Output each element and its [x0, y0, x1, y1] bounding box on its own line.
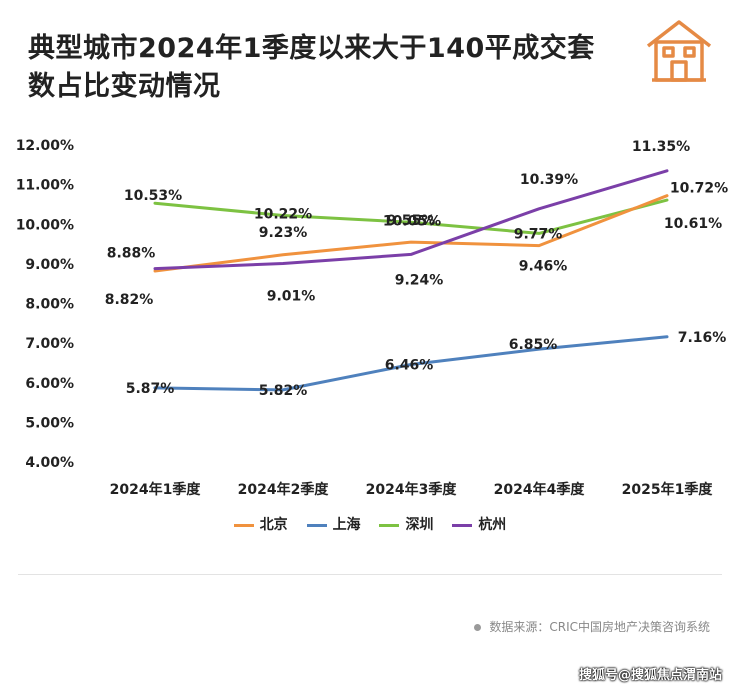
chart-title: 典型城市2024年1季度以来大于140平成交套数占比变动情况 [28, 33, 595, 102]
series-line-beijing [153, 194, 669, 273]
data-label-shenzhen: 10.22% [254, 207, 312, 223]
x-tick-label: 2024年3季度 [366, 481, 458, 498]
data-label-hangzhou: 10.39% [520, 172, 578, 188]
y-tick-label: 8.00% [25, 297, 74, 313]
y-tick-label: 5.00% [25, 415, 74, 431]
legend-label-shenzhen: 深圳 [405, 517, 434, 533]
house-icon [646, 20, 712, 82]
data-label-shenzhen: 10.53% [124, 188, 182, 204]
legend-swatch-shenzhen [379, 523, 400, 527]
legend-swatch-shanghai [306, 523, 327, 527]
data-label-shanghai: 5.82% [259, 383, 308, 399]
y-tick-label: 7.00% [25, 336, 74, 352]
series-line-hangzhou [153, 169, 669, 271]
data-label-shanghai: 5.87% [126, 381, 175, 397]
legend-item-shenzhen: 深圳 [379, 514, 433, 534]
legend-label-shanghai: 上海 [332, 517, 361, 533]
series-line-shenzhen [153, 198, 669, 235]
source-text: 数据来源：CRIC中国房地产决策咨询系统 [489, 620, 710, 634]
data-label-hangzhou: 9.01% [267, 288, 316, 304]
divider [18, 574, 722, 575]
data-label-beijing: 8.82% [105, 292, 154, 308]
line-chart: 4.00% 5.00% 6.00% 7.00% 8.00% 9.00% 10.00% 11.0… [16, 138, 728, 498]
x-tick-label: 2025年1季度 [622, 481, 714, 498]
legend-item-shanghai: 上海 [306, 514, 361, 534]
legend: 北京 上海 深圳 杭州 [0, 514, 740, 534]
y-tick-label: 6.00% [25, 376, 74, 392]
y-tick-label: 11.00% [16, 178, 74, 194]
source-note: 数据来源：CRIC中国房地产决策咨询系统 [474, 618, 710, 635]
legend-swatch-beijing [233, 523, 254, 527]
data-label-shenzhen: 10.05% [383, 213, 441, 229]
data-label-beijing: 9.46% [519, 259, 568, 275]
x-tick-label: 2024年1季度 [110, 481, 202, 498]
y-tick-label: 9.00% [25, 257, 74, 273]
data-label-beijing: 10.72% [670, 181, 728, 197]
data-label-hangzhou: 8.88% [107, 246, 156, 262]
x-tick-label: 2024年2季度 [238, 481, 330, 498]
data-label-shenzhen: 9.77% [514, 226, 563, 242]
x-tick-label: 2024年4季度 [494, 481, 586, 498]
y-tick-label: 12.00% [16, 138, 74, 154]
legend-label-beijing: 北京 [259, 517, 288, 533]
legend-label-hangzhou: 杭州 [478, 517, 507, 533]
data-label-shanghai: 6.46% [385, 358, 434, 374]
y-tick-label: 4.00% [25, 455, 74, 471]
legend-swatch-hangzhou [452, 523, 473, 527]
legend-item-beijing: 北京 [233, 514, 288, 534]
data-label-hangzhou: 11.35% [632, 139, 690, 155]
data-label-shanghai: 6.85% [509, 337, 558, 353]
legend-item-hangzhou: 杭州 [452, 514, 506, 534]
data-label-shanghai: 7.16% [678, 330, 727, 346]
y-tick-label: 10.00% [16, 217, 74, 233]
bullet-icon [474, 624, 482, 631]
series-line-shanghai [153, 335, 669, 392]
data-label-beijing: 9.55% [387, 213, 436, 229]
watermark-text: 搜狐号@搜狐焦点渭南站 [578, 668, 722, 683]
data-label-beijing: 9.23% [259, 225, 308, 241]
data-label-hangzhou: 9.24% [395, 272, 444, 288]
data-label-shenzhen: 10.61% [664, 216, 722, 232]
